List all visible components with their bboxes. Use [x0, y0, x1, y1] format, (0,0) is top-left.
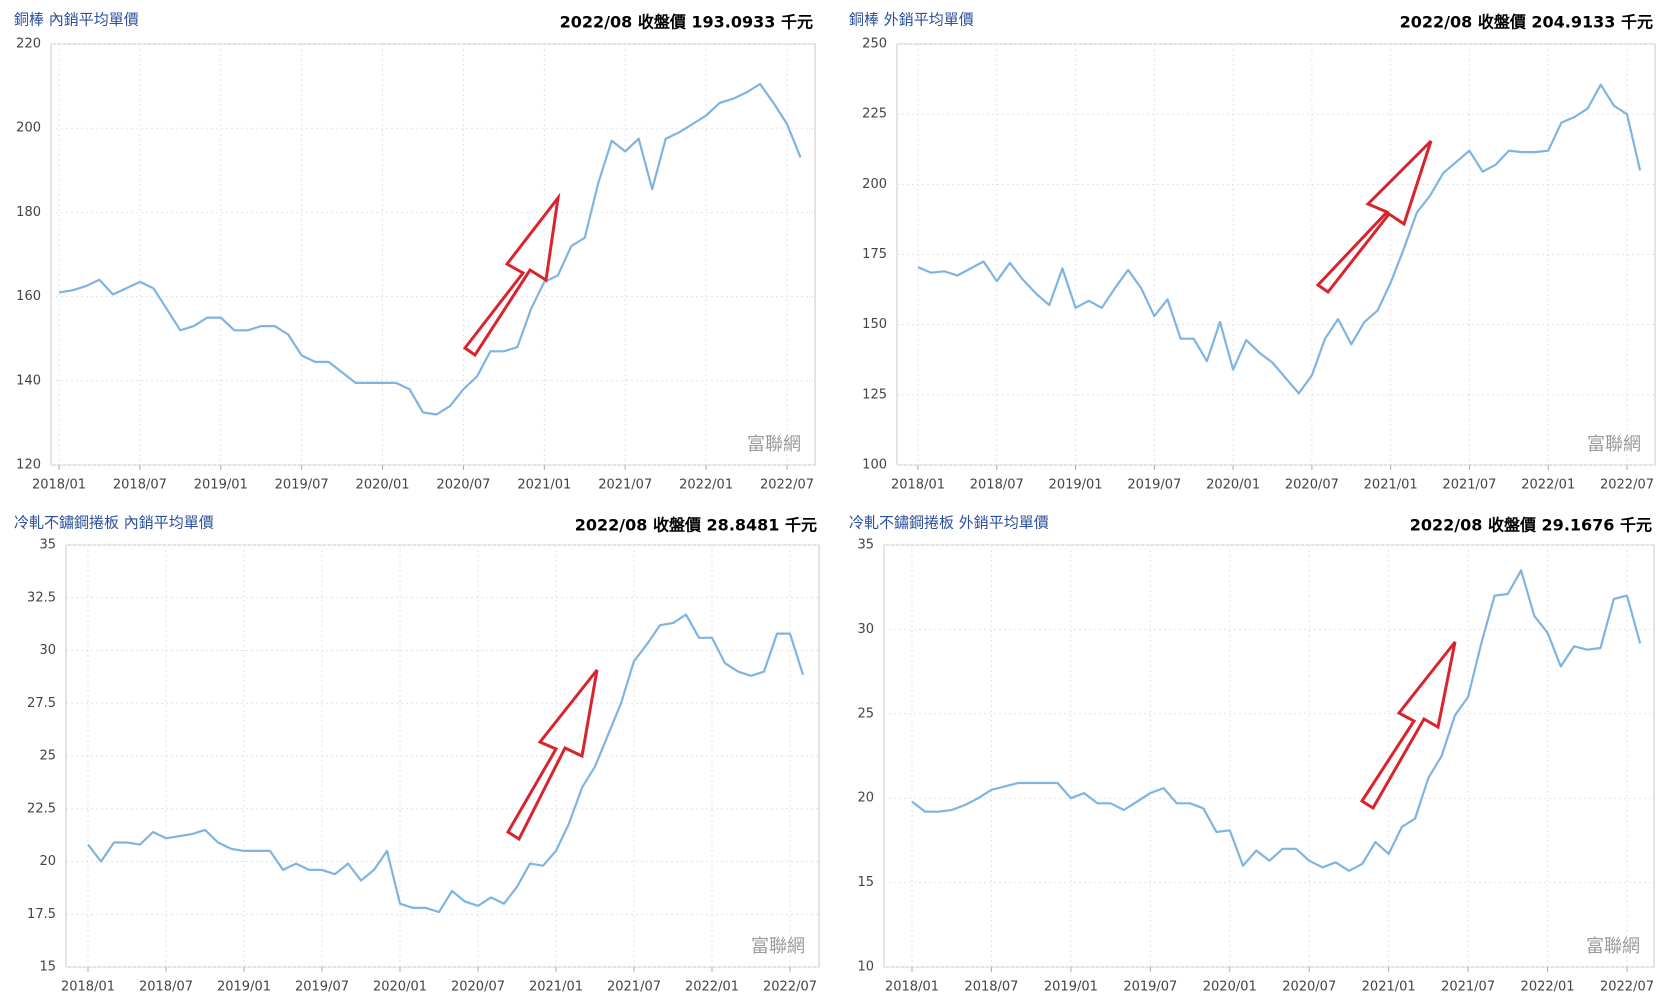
price-line	[58, 82, 802, 416]
x-tick-label: 2021/01	[529, 980, 583, 995]
x-tick-label: 2019/01	[1049, 478, 1103, 493]
y-tick-label: 180	[16, 205, 41, 220]
x-tick-label: 2018/07	[970, 478, 1024, 493]
x-tick-label: 2019/01	[1044, 980, 1098, 995]
watermark: 富聯網	[747, 434, 801, 455]
x-tick-label: 2022/07	[1600, 980, 1654, 995]
y-tick-label: 200	[862, 177, 887, 192]
x-tick-label: 2019/07	[275, 478, 329, 493]
closing-price: 2022/08 收盤價 29.1676 千元	[1410, 516, 1652, 535]
y-tick-label: 250	[862, 37, 887, 52]
x-tick-label: 2020/07	[451, 980, 505, 995]
y-tick-label: 35	[857, 538, 874, 553]
x-tick-label: 2022/07	[1600, 478, 1654, 493]
x-tick-label: 2022/07	[763, 980, 817, 995]
x-tick-label: 2022/07	[760, 478, 814, 493]
y-tick-label: 15	[857, 875, 874, 890]
x-tick-label: 2022/01	[685, 980, 739, 995]
x-tick-label: 2020/07	[1285, 478, 1339, 493]
x-tick-label: 2021/01	[517, 478, 571, 493]
x-tick-label: 2019/07	[1123, 980, 1177, 995]
y-tick-label: 175	[862, 247, 887, 262]
x-tick-label: 2018/01	[885, 980, 939, 995]
x-tick-label: 2022/01	[679, 478, 733, 493]
y-tick-label: 25	[857, 706, 874, 721]
y-tick-label: 27.5	[27, 696, 56, 711]
price-line	[917, 83, 1642, 395]
arrow	[505, 669, 599, 842]
watermark: 富聯網	[1586, 936, 1640, 957]
x-tick-label: 2019/07	[295, 980, 349, 995]
y-tick-label: 220	[16, 37, 41, 52]
arrows	[462, 139, 1457, 842]
x-tick-label: 2021/07	[1442, 478, 1496, 493]
plot-area	[50, 43, 816, 466]
chart-panel: 銅棒 內銷平均單價 2022/08 收盤價 193.0933 千元 120 140 16…	[14, 11, 816, 493]
x-tick-label: 2019/07	[1127, 478, 1181, 493]
watermark: 富聯網	[1587, 434, 1641, 455]
chart-title: 銅棒 外銷平均單價	[849, 11, 974, 29]
y-tick-label: 25	[39, 749, 56, 764]
y-tick-label: 15	[39, 960, 56, 975]
x-tick-label: 2018/01	[32, 478, 86, 493]
price-line	[911, 569, 1642, 872]
y-tick-label: 120	[16, 458, 41, 473]
x-tick-label: 2020/01	[356, 478, 410, 493]
chart-title: 銅棒 內銷平均單價	[14, 11, 139, 29]
plot-area	[896, 43, 1656, 466]
chart-panel: 銅棒 外銷平均單價 2022/08 收盤價 204.9133 千元 100 125 15…	[849, 11, 1656, 493]
y-tick-label: 35	[39, 538, 56, 553]
arrow	[1315, 139, 1433, 295]
closing-price: 2022/08 收盤價 193.0933 千元	[560, 13, 813, 32]
chart-title: 冷軋不鏽鋼捲板 外銷平均單價	[849, 514, 1049, 532]
x-tick-label: 2020/07	[1282, 980, 1336, 995]
x-tick-label: 2021/01	[1362, 980, 1416, 995]
y-tick-label: 200	[16, 121, 41, 136]
arrow	[1359, 641, 1457, 811]
x-tick-label: 2022/01	[1521, 980, 1575, 995]
x-tick-label: 2020/01	[1203, 980, 1257, 995]
y-tick-label: 225	[862, 107, 887, 122]
x-tick-label: 2022/01	[1521, 478, 1575, 493]
x-tick-label: 2019/01	[194, 478, 248, 493]
chart-title: 冷軋不鏽鋼捲板 內銷平均單價	[14, 514, 214, 532]
y-tick-label: 30	[39, 643, 56, 658]
y-tick-label: 22.5	[27, 801, 56, 816]
y-tick-label: 150	[862, 317, 887, 332]
closing-price: 2022/08 收盤價 204.9133 千元	[1400, 13, 1653, 32]
y-tick-label: 140	[16, 373, 41, 388]
y-tick-label: 30	[857, 622, 874, 637]
x-tick-label: 2021/07	[1441, 980, 1495, 995]
y-tick-label: 20	[39, 854, 56, 869]
chart-panel: 冷軋不鏽鋼捲板 內銷平均單價 2022/08 收盤價 28.8481 千元 15 17…	[14, 514, 820, 995]
x-tick-label: 2020/01	[373, 980, 427, 995]
y-tick-label: 125	[862, 387, 887, 402]
x-tick-label: 2018/01	[61, 980, 115, 995]
plot-area	[883, 544, 1655, 968]
x-tick-label: 2018/01	[891, 478, 945, 493]
y-tick-label: 160	[16, 289, 41, 304]
x-tick-label: 2021/07	[598, 478, 652, 493]
y-tick-label: 17.5	[27, 907, 56, 922]
x-tick-label: 2018/07	[964, 980, 1018, 995]
x-tick-label: 2018/07	[139, 980, 193, 995]
x-tick-label: 2020/01	[1206, 478, 1260, 493]
watermark: 富聯網	[751, 936, 805, 957]
x-tick-label: 2021/07	[607, 980, 661, 995]
y-tick-label: 20	[857, 791, 874, 806]
price-line	[87, 613, 805, 914]
y-tick-label: 10	[857, 960, 874, 975]
x-tick-label: 2018/07	[113, 478, 167, 493]
x-tick-label: 2019/01	[217, 980, 271, 995]
closing-price: 2022/08 收盤價 28.8481 千元	[575, 516, 817, 535]
y-tick-label: 100	[862, 458, 887, 473]
chart-panel: 冷軋不鏽鋼捲板 外銷平均單價 2022/08 收盤價 29.1676 千元 10 15…	[849, 514, 1655, 995]
y-tick-label: 32.5	[27, 590, 56, 605]
arrow	[462, 192, 561, 358]
x-tick-label: 2021/01	[1364, 478, 1418, 493]
x-tick-label: 2020/07	[436, 478, 490, 493]
